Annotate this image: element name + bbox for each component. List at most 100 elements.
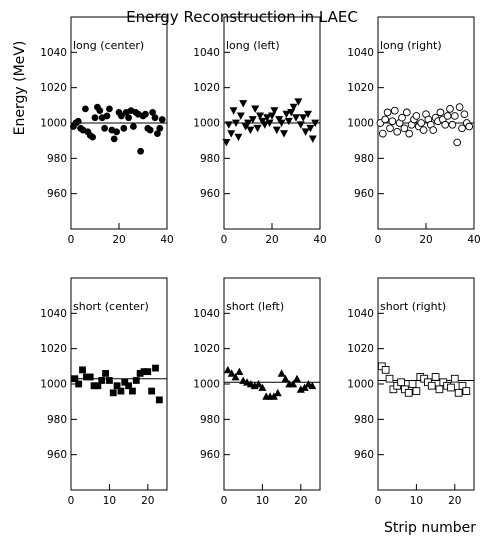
y-tick-label: 1020 <box>40 82 67 94</box>
data-point-1-36 <box>154 130 161 138</box>
data-point-2-33 <box>299 114 308 122</box>
data-point-5-10 <box>258 383 267 391</box>
data-point-1-26 <box>130 123 137 130</box>
y-tick-label: 960 <box>354 188 374 200</box>
data-point-4-2 <box>75 380 83 388</box>
data-point-1-3 <box>74 117 82 125</box>
data-point-4-1 <box>71 375 79 383</box>
data-point-6-9 <box>408 380 417 388</box>
data-point-3-32 <box>450 112 459 120</box>
data-point-5-23 <box>308 381 317 390</box>
data-point-3-34 <box>455 103 464 111</box>
data-point-4-10 <box>106 377 113 384</box>
data-point-1-12 <box>96 107 104 115</box>
data-point-3-16 <box>412 112 421 120</box>
data-point-2-28 <box>287 109 296 117</box>
data-point-3-10 <box>398 113 406 122</box>
data-point-2-4 <box>229 107 238 115</box>
x-tick-label: 20 <box>419 234 432 246</box>
data-point-5-14 <box>273 388 282 397</box>
data-point-3-6 <box>388 117 397 126</box>
x-tick-label: 40 <box>160 234 173 246</box>
data-point-3-35 <box>458 124 466 133</box>
x-tick-label: 20 <box>141 495 154 507</box>
x-tick-label: 0 <box>375 234 382 246</box>
y-tick-label: 1040 <box>347 47 374 59</box>
y-tick-label: 1040 <box>193 308 220 320</box>
data-point-4-8 <box>98 377 106 384</box>
data-point-4-13 <box>117 387 125 395</box>
data-point-2-21 <box>270 107 279 115</box>
data-point-3-26 <box>436 108 445 117</box>
data-point-2-14 <box>253 124 262 133</box>
data-point-5-19 <box>292 374 301 383</box>
data-point-2-38 <box>311 119 320 127</box>
y-tick-label: 960 <box>47 188 67 200</box>
data-point-2-25 <box>280 130 288 138</box>
data-point-3-3 <box>381 115 390 124</box>
x-tick-label: 20 <box>265 234 278 246</box>
data-point-2-20 <box>268 112 276 120</box>
x-tick-label: 0 <box>68 234 75 246</box>
data-point-4-15 <box>125 382 132 390</box>
data-point-2-1 <box>222 139 231 147</box>
data-point-4-3 <box>79 366 86 374</box>
data-point-4-22 <box>152 364 159 372</box>
data-point-6-19 <box>447 383 455 392</box>
y-tick-label: 980 <box>354 414 374 426</box>
data-point-5-3 <box>231 372 240 381</box>
data-point-3-13 <box>405 129 414 138</box>
x-tick-label: 40 <box>467 234 480 246</box>
data-point-6-2 <box>381 366 390 374</box>
y-tick-label: 1020 <box>193 82 220 94</box>
data-point-1-16 <box>106 105 113 113</box>
data-point-2-32 <box>296 121 305 129</box>
y-tick-label: 960 <box>200 449 220 461</box>
data-point-5-1 <box>223 365 232 374</box>
y-tick-label: 1000 <box>193 379 220 391</box>
data-point-1-37 <box>156 124 164 132</box>
data-point-3-4 <box>383 108 392 117</box>
y-tick-label: 980 <box>47 153 67 165</box>
data-point-3-11 <box>400 124 409 133</box>
data-point-2-10 <box>244 119 252 127</box>
data-point-6-10 <box>412 387 421 395</box>
data-point-5-15 <box>277 369 286 377</box>
data-point-2-2 <box>224 121 233 129</box>
data-point-2-6 <box>234 133 243 142</box>
data-point-3-38 <box>465 122 474 131</box>
data-point-4-21 <box>148 387 156 395</box>
data-point-1-9 <box>89 133 96 141</box>
y-tick-label: 980 <box>200 414 220 426</box>
x-tick-label: 0 <box>221 495 228 507</box>
y-tick-label: 980 <box>47 414 67 426</box>
data-point-1-14 <box>101 124 108 132</box>
panel-label: short (center) <box>73 300 149 313</box>
data-point-1-22 <box>120 124 128 132</box>
y-tick-label: 960 <box>354 449 374 461</box>
data-point-6-14 <box>427 381 436 390</box>
data-point-6-23 <box>462 387 471 395</box>
y-tick-label: 1000 <box>40 379 67 391</box>
data-point-1-6 <box>82 105 89 113</box>
data-point-1-29 <box>137 147 145 155</box>
data-point-3-19 <box>419 126 428 134</box>
data-point-2-15 <box>256 112 264 120</box>
data-point-2-22 <box>272 126 281 135</box>
y-tick-label: 1000 <box>40 118 67 130</box>
data-point-4-17 <box>132 377 140 384</box>
y-tick-label: 1000 <box>347 379 374 391</box>
data-point-4-14 <box>121 378 129 386</box>
data-point-2-3 <box>227 130 236 138</box>
data-point-2-34 <box>301 128 310 136</box>
data-point-1-21 <box>118 112 125 120</box>
y-tick-label: 980 <box>200 153 220 165</box>
data-point-6-15 <box>431 373 440 381</box>
data-point-4-7 <box>94 382 102 390</box>
panel-2: 960 980 1000 1020 1040 0 20 40 long (left) <box>193 16 327 246</box>
data-point-2-11 <box>246 126 255 135</box>
data-point-2-18 <box>263 114 272 122</box>
